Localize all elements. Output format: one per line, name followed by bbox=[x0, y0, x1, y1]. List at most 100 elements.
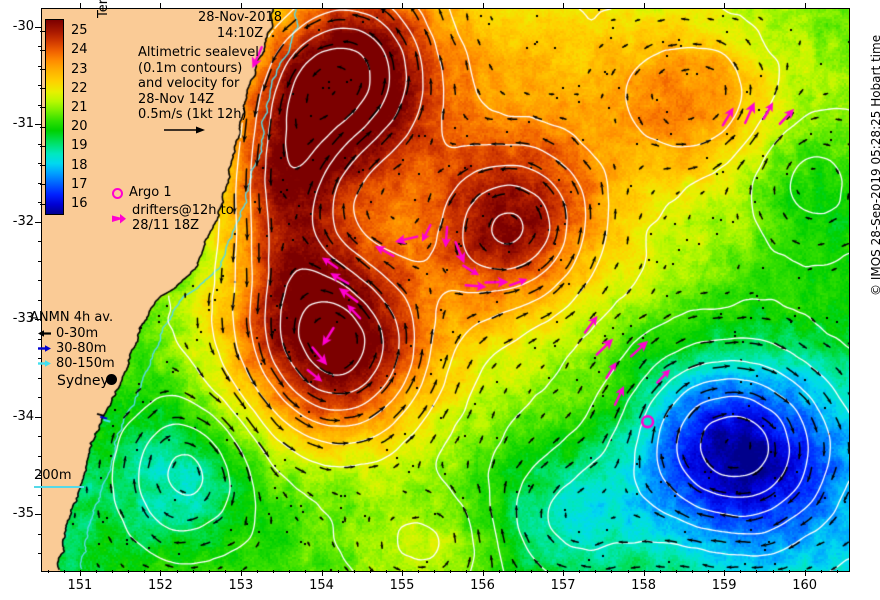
anmn-level-label-0: 0-30m bbox=[56, 326, 99, 341]
anmn-arrow-0-30m-icon bbox=[38, 330, 51, 337]
x-axis-major-tick bbox=[563, 570, 565, 576]
x-axis-minor-tick bbox=[353, 570, 355, 573]
y-axis-minor-tick bbox=[38, 241, 41, 243]
y-axis-minor-tick bbox=[38, 358, 41, 360]
x-axis-minor-tick bbox=[659, 570, 661, 573]
x-axis-minor-tick bbox=[514, 570, 516, 573]
y-axis-minor-tick bbox=[38, 260, 41, 262]
colorbar-tick bbox=[40, 203, 45, 205]
x-axis-minor-tick bbox=[530, 570, 532, 573]
city-label-sydney: Sydney bbox=[57, 373, 109, 389]
colorbar-tick-label: 16 bbox=[71, 196, 88, 211]
x-axis-minor-tick bbox=[691, 570, 693, 573]
x-axis-minor-tick bbox=[63, 570, 65, 573]
velocity-scale-arrow-icon bbox=[164, 126, 205, 134]
colorbar-tick-label: 18 bbox=[71, 157, 88, 173]
x-axis-tick-label: 154 bbox=[309, 578, 334, 593]
x-axis-major-tick bbox=[321, 570, 323, 576]
x-axis-minor-tick bbox=[224, 570, 226, 573]
x-axis-minor-tick bbox=[675, 570, 677, 573]
y-axis-minor-tick bbox=[38, 475, 41, 477]
x-axis-minor-tick bbox=[192, 570, 194, 573]
colorbar-title: Temp. (ºC) VIIRS_NPP 9% q|v>=4 bbox=[96, 0, 114, 18]
x-axis-minor-tick bbox=[418, 570, 420, 573]
y-axis-minor-tick bbox=[38, 397, 41, 399]
bathymetry-scale-line bbox=[34, 486, 84, 488]
x-axis-tick-label: 151 bbox=[67, 578, 93, 593]
y-axis-minor-tick bbox=[38, 377, 41, 379]
y-axis-tick-label: -30 bbox=[12, 18, 34, 34]
x-axis-minor-tick bbox=[257, 570, 258, 573]
city-marker-sydney bbox=[106, 374, 117, 385]
x-axis-tick-label: 156 bbox=[470, 578, 495, 593]
x-axis-top-tick bbox=[563, 3, 565, 9]
y-axis-major-tick bbox=[35, 26, 41, 28]
x-axis-major-tick bbox=[240, 570, 242, 576]
x-axis-minor-tick bbox=[305, 570, 307, 573]
x-axis-minor-tick bbox=[434, 570, 436, 573]
x-axis-minor-tick bbox=[289, 570, 291, 573]
y-axis-minor-tick bbox=[38, 202, 41, 204]
colorbar-tick bbox=[40, 126, 45, 128]
x-axis-minor-tick bbox=[176, 570, 178, 573]
colorbar-tick-label: 22 bbox=[71, 80, 88, 96]
anmn-mooring-legend: ANMN 4h av. 0-30m 30-80m 80-150m bbox=[30, 310, 115, 371]
contour-vector-overlay-layer bbox=[42, 9, 849, 571]
y-axis-tick-label: -31 bbox=[12, 116, 34, 132]
y-axis-major-tick bbox=[35, 124, 41, 126]
anmn-level-row-2: 80-150m bbox=[38, 356, 115, 371]
y-axis-minor-tick bbox=[38, 533, 41, 535]
colorbar-tick-label: 17 bbox=[71, 176, 88, 192]
anmn-level-row-1: 30-80m bbox=[38, 341, 115, 356]
x-axis-minor-tick bbox=[756, 570, 758, 573]
anmn-level-label-2: 80-150m bbox=[56, 356, 115, 371]
argo-legend-label: Argo 1 bbox=[129, 185, 172, 200]
x-axis-minor-tick bbox=[627, 570, 629, 573]
y-axis-major-tick bbox=[35, 514, 41, 516]
y-axis-minor-tick bbox=[38, 104, 41, 106]
x-axis-minor-tick bbox=[450, 570, 452, 573]
y-axis-major-tick bbox=[35, 416, 41, 418]
x-axis-top-tick bbox=[402, 3, 403, 9]
y-axis-minor-tick bbox=[38, 553, 41, 555]
x-axis-minor-tick bbox=[96, 570, 97, 573]
x-axis-minor-tick bbox=[708, 570, 710, 573]
x-axis-minor-tick bbox=[128, 570, 130, 573]
y-axis-minor-tick bbox=[38, 163, 41, 165]
y-axis-minor-tick bbox=[38, 455, 41, 457]
map-date: 28-Nov-2018 bbox=[197, 10, 283, 25]
colorbar-tick bbox=[40, 145, 45, 147]
colorbar-tick bbox=[40, 69, 45, 70]
x-axis-tick-label: 155 bbox=[389, 578, 415, 593]
x-axis-minor-tick bbox=[595, 570, 597, 573]
drifter-legend-label: drifters@12h to 28/11 18Z bbox=[132, 202, 234, 234]
x-axis-top-tick bbox=[160, 3, 162, 9]
y-axis-minor-tick bbox=[38, 338, 41, 340]
colorbar-tick bbox=[40, 184, 45, 186]
colorbar-tick-label: 24 bbox=[71, 42, 88, 58]
x-axis-top-tick bbox=[804, 3, 806, 9]
x-axis-minor-tick bbox=[836, 570, 838, 573]
x-axis-minor-tick bbox=[369, 570, 371, 573]
colorbar-tick bbox=[40, 30, 45, 32]
y-axis-tick-label: -34 bbox=[12, 408, 34, 424]
x-axis-top-tick bbox=[482, 3, 484, 9]
x-axis-minor-tick bbox=[547, 570, 548, 573]
drifter-arrow-icon bbox=[112, 213, 126, 223]
x-axis-top-tick bbox=[724, 3, 726, 9]
x-axis-major-tick bbox=[804, 570, 806, 576]
y-axis-tick-label: -35 bbox=[12, 506, 34, 522]
map-plot-area[interactable] bbox=[41, 8, 850, 572]
colorbar-tick-label: 20 bbox=[71, 119, 88, 135]
colorbar-tick bbox=[40, 107, 45, 109]
y-axis-major-tick bbox=[35, 319, 41, 321]
x-axis-minor-tick bbox=[385, 570, 387, 573]
x-axis-tick-label: 158 bbox=[631, 578, 656, 593]
x-axis-major-tick bbox=[643, 570, 645, 576]
x-axis-major-tick bbox=[79, 570, 81, 576]
x-axis-tick-label: 157 bbox=[550, 578, 576, 593]
y-axis-minor-tick bbox=[38, 436, 41, 438]
temperature-colorbar[interactable]: 16 17 18 19 20 21 22 23 24 25 bbox=[40, 19, 88, 215]
y-axis-tick-label: -33 bbox=[12, 311, 34, 327]
